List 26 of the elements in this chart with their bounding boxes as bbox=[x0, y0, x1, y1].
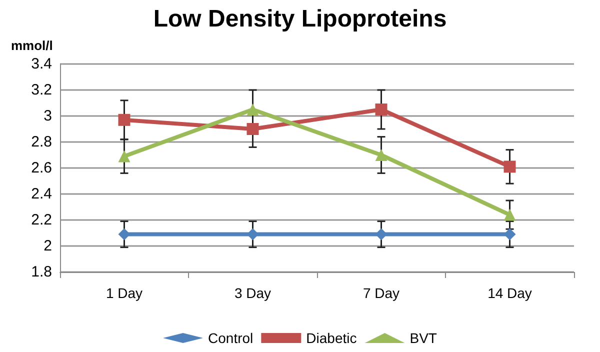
y-tick-label: 2.2 bbox=[31, 212, 52, 228]
y-tick-label: 2.4 bbox=[31, 186, 52, 202]
point bbox=[246, 123, 259, 135]
point bbox=[375, 104, 388, 116]
point bbox=[504, 208, 516, 221]
y-tick-label: 3 bbox=[44, 108, 52, 124]
x-tick-label: 14 Day bbox=[488, 285, 532, 301]
legend-label: Diabetic bbox=[306, 330, 357, 346]
chart-title: Low Density Lipoproteins bbox=[153, 6, 447, 32]
x-tick-label: 7 Day bbox=[362, 285, 400, 301]
point bbox=[246, 104, 259, 116]
y-axis-title: mmol/l bbox=[11, 38, 53, 53]
x-tick-label: 3 Day bbox=[234, 285, 272, 301]
y-tick-label: 1.8 bbox=[31, 264, 52, 280]
y-tick-label: 3.2 bbox=[31, 82, 52, 98]
y-tick-label: 2.6 bbox=[31, 160, 52, 176]
y-tick-label: 3.4 bbox=[31, 56, 52, 72]
point bbox=[118, 114, 130, 126]
x-tick-label: 1 Day bbox=[106, 285, 143, 301]
y-tick-label: 2 bbox=[44, 238, 52, 254]
point bbox=[118, 150, 130, 162]
y-tick-label: 2.8 bbox=[31, 134, 52, 150]
legend-label: BVT bbox=[410, 330, 438, 346]
point bbox=[375, 149, 388, 161]
legend-label: Control bbox=[208, 330, 254, 346]
point bbox=[504, 160, 516, 173]
